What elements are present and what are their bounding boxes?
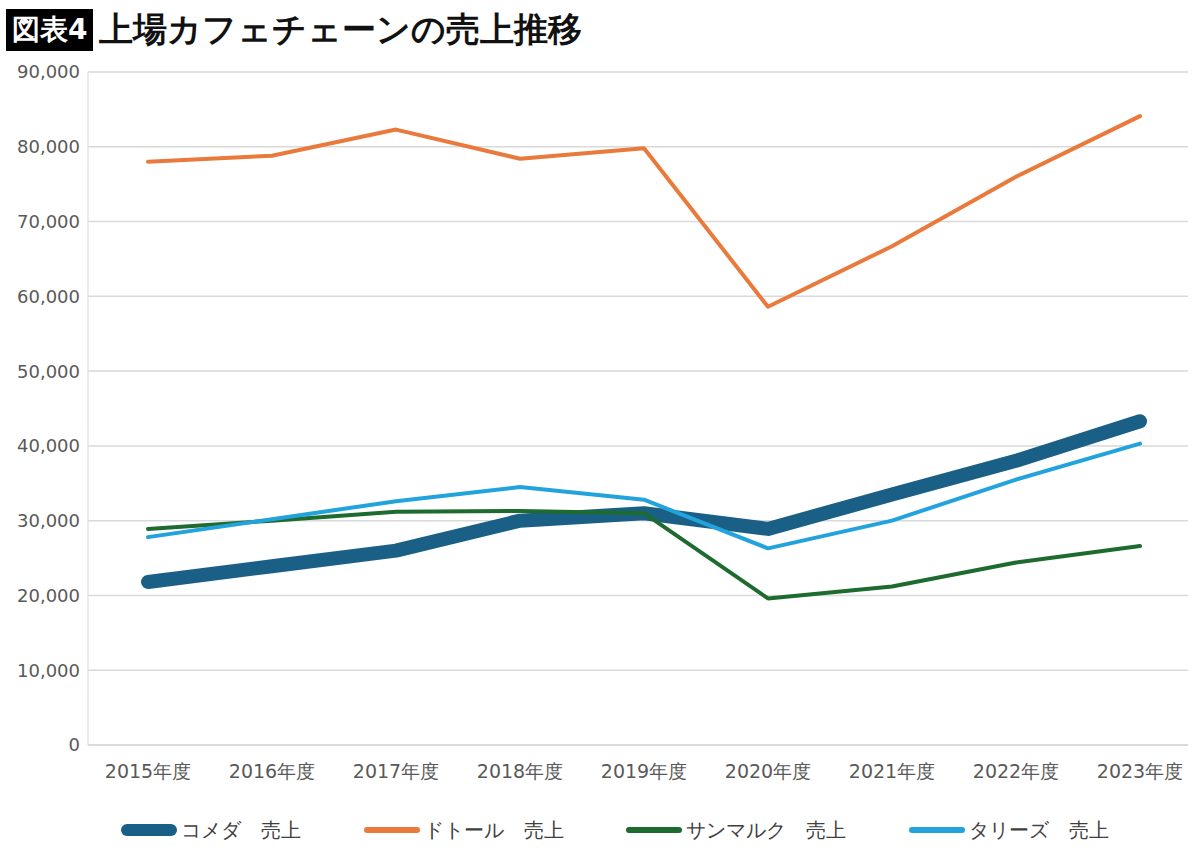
svg-text:2017年度: 2017年度 (353, 760, 439, 782)
svg-text:2015年度: 2015年度 (105, 760, 191, 782)
svg-text:90,000: 90,000 (17, 61, 80, 82)
svg-text:70,000: 70,000 (17, 211, 80, 232)
svg-text:80,000: 80,000 (17, 136, 80, 157)
svg-text:2020年度: 2020年度 (725, 760, 811, 782)
svg-text:10,000: 10,000 (17, 660, 80, 681)
svg-text:20,000: 20,000 (17, 585, 80, 606)
html-text:ドトール 売上: ドトール 売上 (423, 817, 564, 842)
svg-text:2021年度: 2021年度 (849, 760, 935, 782)
svg-text:60,000: 60,000 (17, 286, 80, 307)
svg-text:2023年度: 2023年度 (1097, 760, 1183, 782)
svg-text:2019年度: 2019年度 (601, 760, 687, 782)
html-text:コメダ 売上: コメダ 売上 (181, 817, 302, 842)
svg-text:2018年度: 2018年度 (477, 760, 563, 782)
svg-text:50,000: 50,000 (17, 361, 80, 382)
html-text:タリーズ 売上: タリーズ 売上 (968, 817, 1109, 842)
svg-text:30,000: 30,000 (17, 510, 80, 531)
html-text:サンマルク 売上: サンマルク 売上 (686, 817, 847, 842)
svg-text:0: 0 (69, 734, 80, 755)
svg-text:40,000: 40,000 (17, 435, 80, 456)
html-text:図表4 上場カフェチェーンの売上推移: 図表4 上場カフェチェーンの売上推移 (12, 9, 583, 49)
svg-text:2016年度: 2016年度 (229, 760, 315, 782)
svg-text:2022年度: 2022年度 (973, 760, 1059, 782)
